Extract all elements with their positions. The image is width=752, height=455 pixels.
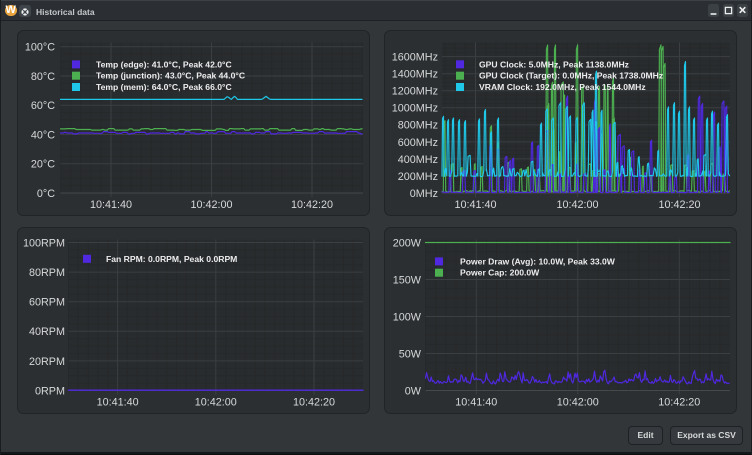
svg-text:150W: 150W	[393, 274, 422, 286]
svg-text:Temp (edge): 41.0°C, Peak 42.0: Temp (edge): 41.0°C, Peak 42.0°C	[96, 59, 232, 69]
svg-text:80°C: 80°C	[31, 71, 55, 83]
svg-text:100W: 100W	[393, 311, 422, 323]
svg-text:Power Cap: 200.0W: Power Cap: 200.0W	[460, 268, 540, 278]
svg-text:20°C: 20°C	[31, 159, 55, 171]
svg-text:1000MHz: 1000MHz	[392, 103, 438, 115]
svg-text:0RPM: 0RPM	[35, 385, 65, 397]
svg-text:50W: 50W	[399, 348, 422, 360]
svg-text:10:42:00: 10:42:00	[556, 199, 598, 211]
svg-text:1600MHz: 1600MHz	[392, 52, 438, 64]
svg-text:Temp (mem): 64.0°C, Peak 66.0°: Temp (mem): 64.0°C, Peak 66.0°C	[96, 82, 232, 92]
svg-text:10:42:20: 10:42:20	[291, 199, 333, 211]
svg-text:400MHz: 400MHz	[398, 154, 438, 166]
svg-text:10:41:40: 10:41:40	[455, 397, 497, 409]
svg-text:800MHz: 800MHz	[398, 120, 438, 132]
svg-text:20RPM: 20RPM	[29, 356, 65, 368]
svg-text:0MHz: 0MHz	[410, 188, 438, 200]
svg-text:100°C: 100°C	[25, 42, 55, 54]
svg-text:60°C: 60°C	[31, 100, 55, 112]
svg-text:GPU Clock: 5.0MHz, Peak 1138.0: GPU Clock: 5.0MHz, Peak 1138.0MHz	[479, 59, 629, 69]
svg-text:1400MHz: 1400MHz	[392, 69, 438, 81]
svg-text:10:42:00: 10:42:00	[190, 199, 232, 211]
svg-text:GPU Clock (Target): 0.0MHz, Pe: GPU Clock (Target): 0.0MHz, Peak 1738.0M…	[479, 71, 663, 81]
svg-text:VRAM Clock: 192.0MHz, Peak 154: VRAM Clock: 192.0MHz, Peak 1544.0MHz	[479, 82, 646, 92]
svg-text:200W: 200W	[393, 237, 422, 249]
svg-text:10:42:20: 10:42:20	[293, 397, 335, 409]
svg-text:40RPM: 40RPM	[29, 326, 65, 338]
svg-text:40°C: 40°C	[31, 129, 55, 141]
svg-text:10:41:40: 10:41:40	[90, 199, 132, 211]
svg-text:10:41:40: 10:41:40	[97, 397, 139, 409]
svg-text:0W: 0W	[405, 385, 422, 397]
svg-text:Temp (junction): 43.0°C, Peak: Temp (junction): 43.0°C, Peak 44.0°C	[96, 71, 245, 81]
svg-text:10:42:20: 10:42:20	[658, 199, 700, 211]
svg-text:1200MHz: 1200MHz	[392, 86, 438, 98]
svg-text:100RPM: 100RPM	[23, 237, 65, 249]
svg-text:600MHz: 600MHz	[398, 137, 438, 149]
svg-text:Power Draw (Avg): 10.0W, Peak: Power Draw (Avg): 10.0W, Peak 33.0W	[460, 256, 616, 266]
svg-text:10:42:20: 10:42:20	[658, 397, 700, 409]
svg-text:60RPM: 60RPM	[29, 297, 65, 309]
svg-text:10:41:40: 10:41:40	[454, 199, 496, 211]
svg-text:200MHz: 200MHz	[398, 171, 438, 183]
svg-text:10:42:00: 10:42:00	[557, 397, 599, 409]
svg-text:Fan RPM: 0.0RPM, Peak 0.0RPM: Fan RPM: 0.0RPM, Peak 0.0RPM	[106, 254, 237, 264]
svg-text:80RPM: 80RPM	[29, 267, 65, 279]
svg-text:0°C: 0°C	[37, 188, 55, 200]
svg-text:10:42:00: 10:42:00	[195, 397, 237, 409]
